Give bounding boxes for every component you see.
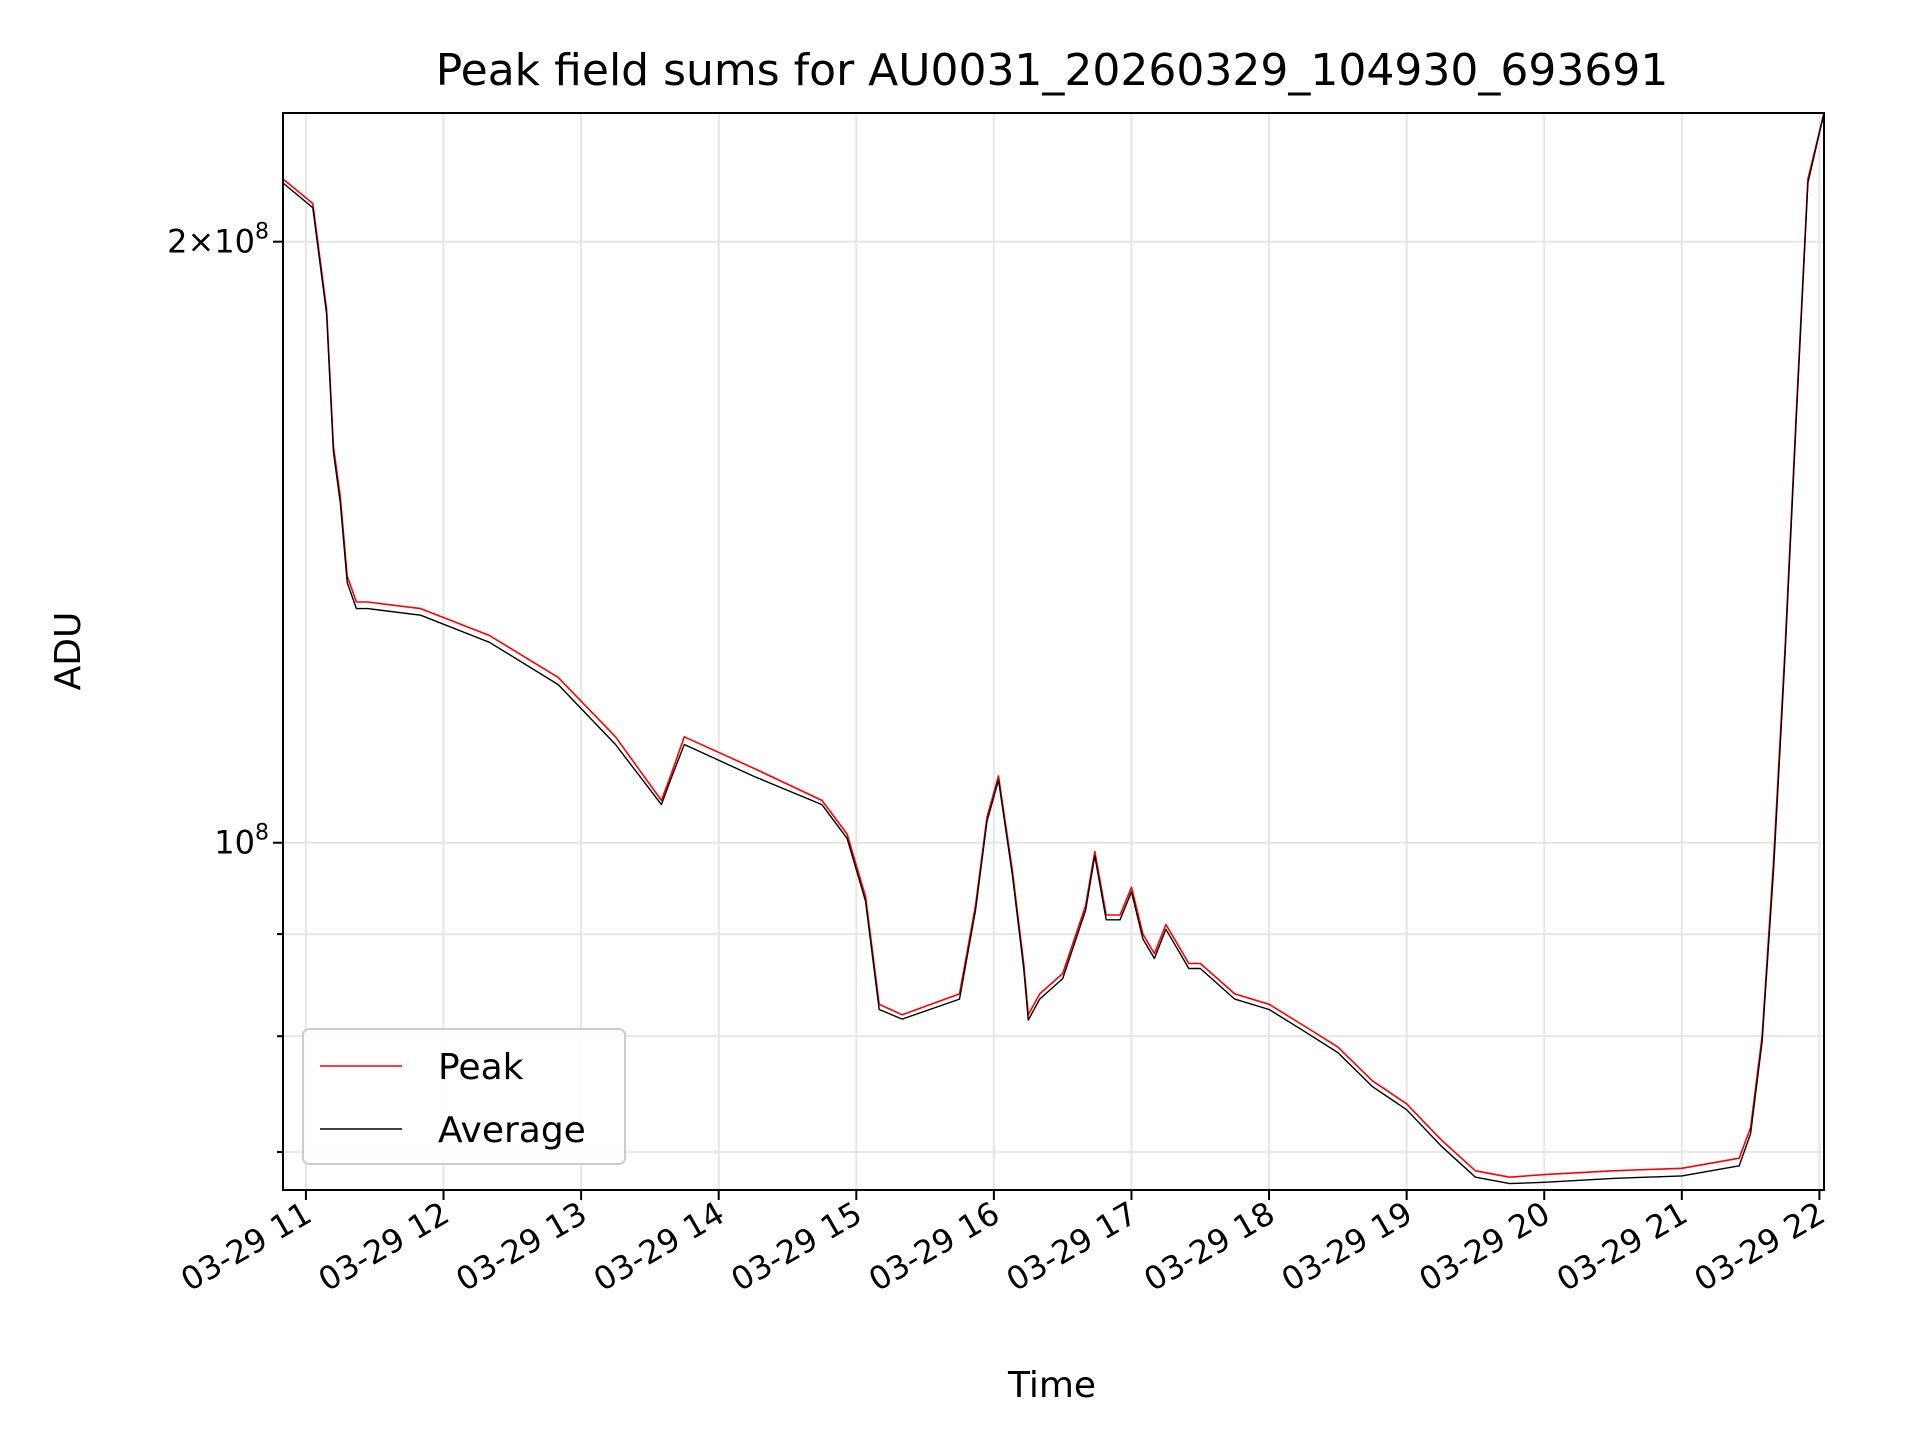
- legend-label-average: Average: [438, 1110, 586, 1151]
- series-line-average: [283, 113, 1824, 1185]
- plot-frame: [282, 112, 1825, 1191]
- y-tick-label: 2×108: [167, 220, 269, 261]
- x-axis-label: Time: [1007, 1365, 1096, 1406]
- chart-title: Peak field sums for AU0031_20260329_1049…: [436, 45, 1669, 96]
- legend-label-peak: Peak: [438, 1047, 524, 1088]
- legend-box: [302, 1028, 626, 1165]
- y-axis-label: ADU: [48, 612, 89, 691]
- legend: Peak Average: [302, 1028, 626, 1165]
- y-tick-label: 108: [214, 821, 269, 862]
- series-line-peak: [283, 113, 1824, 1178]
- series-layer: [283, 113, 1824, 1185]
